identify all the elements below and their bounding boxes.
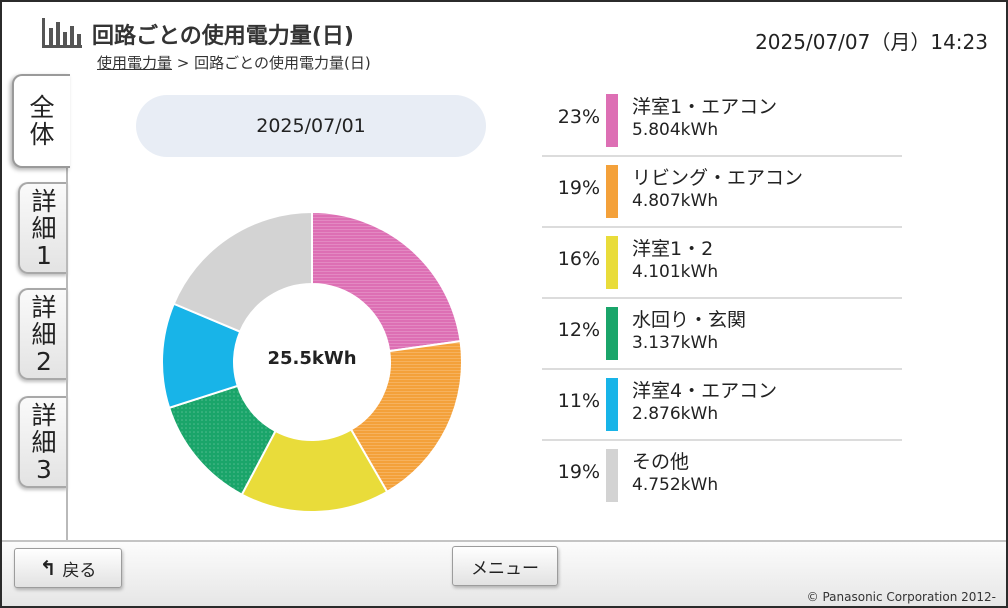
legend-circuit-name: 洋室4・エアコン bbox=[632, 380, 778, 402]
donut-slice-texture bbox=[312, 212, 461, 352]
legend-item: 11% 洋室4・エアコン 2.876kWh bbox=[542, 370, 902, 441]
tab-detail-3[interactable]: 詳細3 bbox=[18, 396, 68, 488]
legend-kwh-value: 3.137kWh bbox=[632, 333, 719, 353]
page-title: 回路ごとの使用電力量(日) bbox=[92, 24, 354, 49]
tab-bar: 全体 詳細1 詳細2 詳細3 bbox=[2, 72, 70, 542]
donut-slice-texture bbox=[351, 341, 462, 492]
legend-percent: 19% bbox=[557, 177, 600, 199]
total-usage-label: 25.5kWh bbox=[267, 348, 357, 369]
legend-circuit-name: リビング・エアコン bbox=[632, 167, 804, 189]
header: 回路ごとの使用電力量(日) 2025/07/07（月）14:23 使用電力量 >… bbox=[2, 2, 1006, 74]
legend-percent: 12% bbox=[557, 319, 600, 341]
legend-percent: 16% bbox=[557, 248, 600, 270]
tab-divider bbox=[66, 102, 68, 542]
legend-item: 19% リビング・エアコン 4.807kWh bbox=[542, 157, 902, 228]
legend-swatch bbox=[606, 165, 618, 218]
usage-legend: 23% 洋室1・エアコン 5.804kWh 19% リビング・エアコン 4.80… bbox=[542, 86, 902, 512]
legend-kwh-value: 4.101kWh bbox=[632, 262, 719, 282]
legend-swatch bbox=[606, 94, 618, 147]
date-display: 2025/07/01 bbox=[136, 95, 486, 157]
tab-detail-1[interactable]: 詳細1 bbox=[18, 182, 68, 274]
legend-item: 23% 洋室1・エアコン 5.804kWh bbox=[542, 86, 902, 157]
breadcrumb-current: 回路ごとの使用電力量(日) bbox=[194, 54, 371, 72]
legend-circuit-name: 洋室1・2 bbox=[632, 238, 714, 260]
legend-percent: 19% bbox=[557, 461, 600, 483]
legend-item: 19% その他 4.752kWh bbox=[542, 441, 902, 512]
legend-item: 12% 水回り・玄関 3.137kWh bbox=[542, 299, 902, 370]
legend-circuit-name: 洋室1・エアコン bbox=[632, 96, 778, 118]
current-datetime: 2025/07/07（月）14:23 bbox=[755, 30, 988, 54]
breadcrumb-separator: > bbox=[176, 54, 190, 72]
return-arrow-icon: ↰ bbox=[39, 556, 57, 580]
footer-bar: ↰ 戻る メニュー © Panasonic Corporation 2012- bbox=[2, 540, 1006, 606]
legend-kwh-value: 4.807kWh bbox=[632, 191, 719, 211]
breadcrumb-link-usage[interactable]: 使用電力量 bbox=[97, 54, 173, 72]
copyright: © Panasonic Corporation 2012- bbox=[806, 590, 996, 604]
legend-percent: 23% bbox=[557, 106, 600, 128]
legend-swatch bbox=[606, 449, 618, 502]
legend-percent: 11% bbox=[557, 390, 600, 412]
menu-button[interactable]: メニュー bbox=[452, 546, 558, 586]
legend-kwh-value: 5.804kWh bbox=[632, 120, 719, 140]
tab-overall[interactable]: 全体 bbox=[12, 74, 70, 168]
legend-kwh-value: 4.752kWh bbox=[632, 475, 719, 495]
legend-swatch bbox=[606, 236, 618, 289]
tab-detail-2[interactable]: 詳細2 bbox=[18, 288, 68, 380]
legend-swatch bbox=[606, 307, 618, 360]
donut-slice bbox=[172, 210, 313, 334]
usage-donut-chart bbox=[161, 210, 463, 513]
donut-slice-texture bbox=[169, 385, 276, 495]
legend-kwh-value: 2.876kWh bbox=[632, 404, 719, 424]
legend-item: 16% 洋室1・2 4.101kWh bbox=[542, 228, 902, 299]
legend-swatch bbox=[606, 378, 618, 431]
back-button-label: 戻る bbox=[62, 560, 97, 581]
bar-chart-icon bbox=[42, 18, 82, 48]
breadcrumb: 使用電力量 > 回路ごとの使用電力量(日) bbox=[97, 52, 371, 73]
legend-circuit-name: その他 bbox=[632, 451, 690, 473]
back-button[interactable]: ↰ 戻る bbox=[14, 548, 122, 588]
legend-circuit-name: 水回り・玄関 bbox=[632, 309, 747, 331]
